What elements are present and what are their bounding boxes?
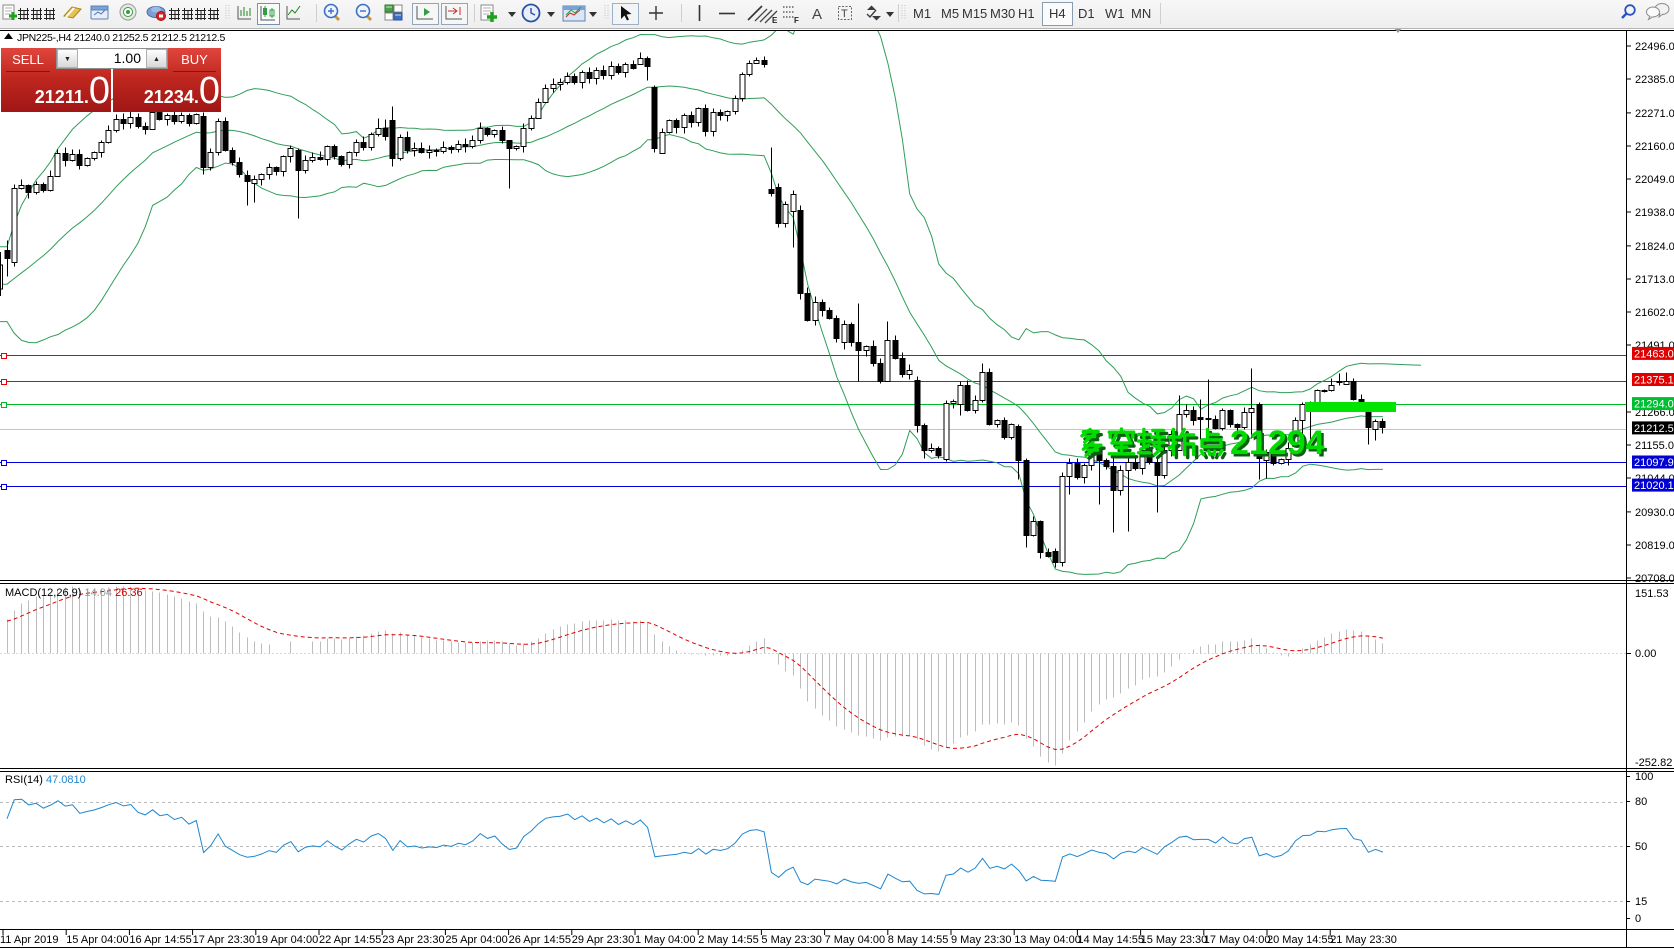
svg-text:21602.0: 21602.0 (1635, 307, 1674, 319)
svg-text:2 May 14:55: 2 May 14:55 (698, 934, 759, 946)
svg-text:21155.0: 21155.0 (1635, 440, 1674, 452)
svg-text:25 Apr 04:00: 25 Apr 04:00 (445, 934, 507, 946)
svg-text:22496.0: 22496.0 (1635, 41, 1674, 53)
svg-text:F: F (794, 16, 799, 25)
svg-text:11 Apr 2019: 11 Apr 2019 (0, 934, 59, 946)
svg-text:29 Apr 23:30: 29 Apr 23:30 (572, 934, 634, 946)
svg-text:17 May 04:00: 17 May 04:00 (1204, 934, 1271, 946)
svg-text:21097.9: 21097.9 (1634, 457, 1674, 469)
svg-text:19 Apr 04:00: 19 Apr 04:00 (256, 934, 318, 946)
svg-text:M15: M15 (962, 6, 987, 21)
svg-text:21212.5: 21212.5 (1634, 423, 1674, 435)
svg-text:21463.0: 21463.0 (1634, 348, 1674, 360)
svg-text:20708.0: 20708.0 (1635, 573, 1674, 585)
svg-text:22385.0: 22385.0 (1635, 74, 1674, 86)
svg-text:50: 50 (1635, 841, 1647, 853)
svg-text:M30: M30 (990, 6, 1015, 21)
svg-text:21713.0: 21713.0 (1635, 274, 1674, 286)
svg-text:E: E (772, 16, 778, 25)
svg-text:21294.0: 21294.0 (1634, 399, 1674, 411)
svg-text:5 May 23:30: 5 May 23:30 (761, 934, 822, 946)
svg-text:20 May 14:55: 20 May 14:55 (1267, 934, 1334, 946)
svg-text:21 May 23:30: 21 May 23:30 (1330, 934, 1397, 946)
svg-text:22 Apr 14:55: 22 Apr 14:55 (319, 934, 381, 946)
svg-text:13 May 04:00: 13 May 04:00 (1014, 934, 1081, 946)
svg-text:A: A (812, 6, 822, 23)
svg-text:0: 0 (1635, 913, 1641, 925)
svg-text:21938.0: 21938.0 (1635, 207, 1674, 219)
svg-text:100: 100 (1635, 771, 1653, 783)
svg-text:22271.0: 22271.0 (1635, 108, 1674, 120)
svg-text:JPN225-,H4 21240.0 21252.5 21: JPN225-,H4 21240.0 21252.5 21212.5 21212… (17, 32, 226, 44)
svg-text:20819.0: 20819.0 (1635, 540, 1674, 552)
svg-text:RSI(14) 47.0810: RSI(14) 47.0810 (5, 774, 86, 786)
svg-text:D1: D1 (1078, 6, 1095, 21)
svg-text:151.53: 151.53 (1635, 588, 1669, 600)
svg-text:15: 15 (1635, 896, 1647, 908)
svg-text:21375.1: 21375.1 (1634, 375, 1674, 387)
svg-text:22160.0: 22160.0 (1635, 141, 1674, 153)
svg-text:8 May 14:55: 8 May 14:55 (888, 934, 949, 946)
svg-text:M1: M1 (913, 6, 931, 21)
svg-text:20930.0: 20930.0 (1635, 507, 1674, 519)
svg-text:W1: W1 (1105, 6, 1125, 21)
svg-text:MACD(12,26,9) 14.04 26.36: MACD(12,26,9) 14.04 26.36 (5, 587, 143, 599)
svg-text:21294: 21294 (1230, 424, 1325, 462)
svg-text:23 Apr 23:30: 23 Apr 23:30 (382, 934, 444, 946)
svg-text:9 May 23:30: 9 May 23:30 (951, 934, 1012, 946)
svg-text:17 Apr 23:30: 17 Apr 23:30 (193, 934, 255, 946)
svg-text:H4: H4 (1049, 6, 1066, 21)
svg-text:21824.0: 21824.0 (1635, 241, 1674, 253)
svg-text:T: T (841, 8, 848, 20)
svg-text:15 May 23:30: 15 May 23:30 (1141, 934, 1208, 946)
svg-text:80: 80 (1635, 796, 1647, 808)
svg-text:21020.1: 21020.1 (1634, 480, 1674, 492)
svg-text:H1: H1 (1018, 6, 1035, 21)
svg-text:22049.0: 22049.0 (1635, 174, 1674, 186)
svg-text:21294: 21294 (1233, 427, 1328, 465)
svg-text:7 May 04:00: 7 May 04:00 (825, 934, 886, 946)
svg-text:0.00: 0.00 (1635, 648, 1656, 660)
svg-text:-252.82: -252.82 (1635, 757, 1672, 769)
svg-text:16 Apr 14:55: 16 Apr 14:55 (129, 934, 191, 946)
svg-text:26 Apr 14:55: 26 Apr 14:55 (509, 934, 571, 946)
svg-text:1 May 04:00: 1 May 04:00 (635, 934, 696, 946)
svg-text:15 Apr 04:00: 15 Apr 04:00 (66, 934, 128, 946)
svg-text:14 May 14:55: 14 May 14:55 (1077, 934, 1144, 946)
svg-text:MN: MN (1131, 6, 1151, 21)
svg-text:M5: M5 (941, 6, 959, 21)
